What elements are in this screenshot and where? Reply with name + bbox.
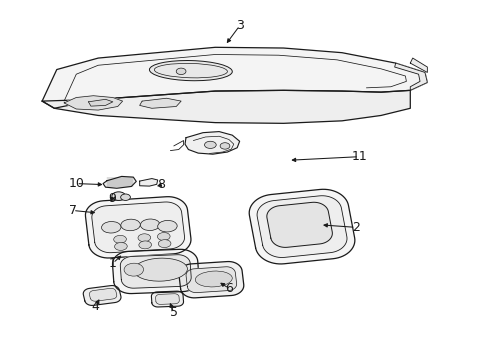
Text: 2: 2 (351, 221, 359, 234)
Ellipse shape (139, 241, 151, 249)
Ellipse shape (204, 141, 216, 148)
Ellipse shape (138, 234, 150, 242)
Polygon shape (394, 63, 427, 90)
Ellipse shape (149, 60, 232, 81)
Polygon shape (89, 288, 117, 301)
Text: 8: 8 (157, 178, 165, 191)
Ellipse shape (121, 219, 140, 231)
Ellipse shape (134, 258, 187, 281)
Ellipse shape (114, 243, 127, 251)
Ellipse shape (124, 263, 143, 276)
Ellipse shape (157, 233, 170, 240)
Ellipse shape (112, 192, 125, 201)
Text: 6: 6 (224, 282, 232, 295)
Polygon shape (409, 58, 427, 72)
Ellipse shape (140, 219, 160, 230)
Ellipse shape (220, 143, 229, 149)
Text: 9: 9 (108, 192, 116, 205)
Polygon shape (179, 262, 244, 298)
Text: 5: 5 (169, 306, 178, 319)
Polygon shape (151, 291, 183, 307)
Polygon shape (92, 202, 184, 253)
Polygon shape (257, 196, 346, 257)
Ellipse shape (157, 220, 177, 232)
Polygon shape (266, 202, 332, 247)
Ellipse shape (121, 194, 130, 201)
Text: 11: 11 (350, 150, 366, 163)
Polygon shape (120, 255, 191, 288)
Polygon shape (249, 189, 354, 264)
Text: 1: 1 (109, 257, 117, 270)
Polygon shape (42, 47, 427, 108)
Text: 7: 7 (69, 204, 77, 217)
Ellipse shape (176, 68, 185, 75)
Polygon shape (140, 98, 181, 108)
Text: 3: 3 (235, 19, 243, 32)
Ellipse shape (195, 271, 232, 287)
Polygon shape (155, 294, 179, 304)
Polygon shape (42, 90, 409, 123)
Polygon shape (88, 99, 113, 106)
Text: 4: 4 (92, 300, 100, 313)
Polygon shape (83, 285, 121, 305)
Text: 10: 10 (68, 177, 84, 190)
Polygon shape (185, 267, 236, 293)
Ellipse shape (158, 240, 171, 248)
Polygon shape (184, 132, 239, 154)
Polygon shape (64, 96, 122, 110)
Ellipse shape (102, 221, 121, 233)
Polygon shape (140, 179, 158, 186)
Polygon shape (112, 249, 199, 293)
Polygon shape (85, 197, 190, 258)
Ellipse shape (114, 235, 126, 243)
Polygon shape (103, 176, 136, 188)
